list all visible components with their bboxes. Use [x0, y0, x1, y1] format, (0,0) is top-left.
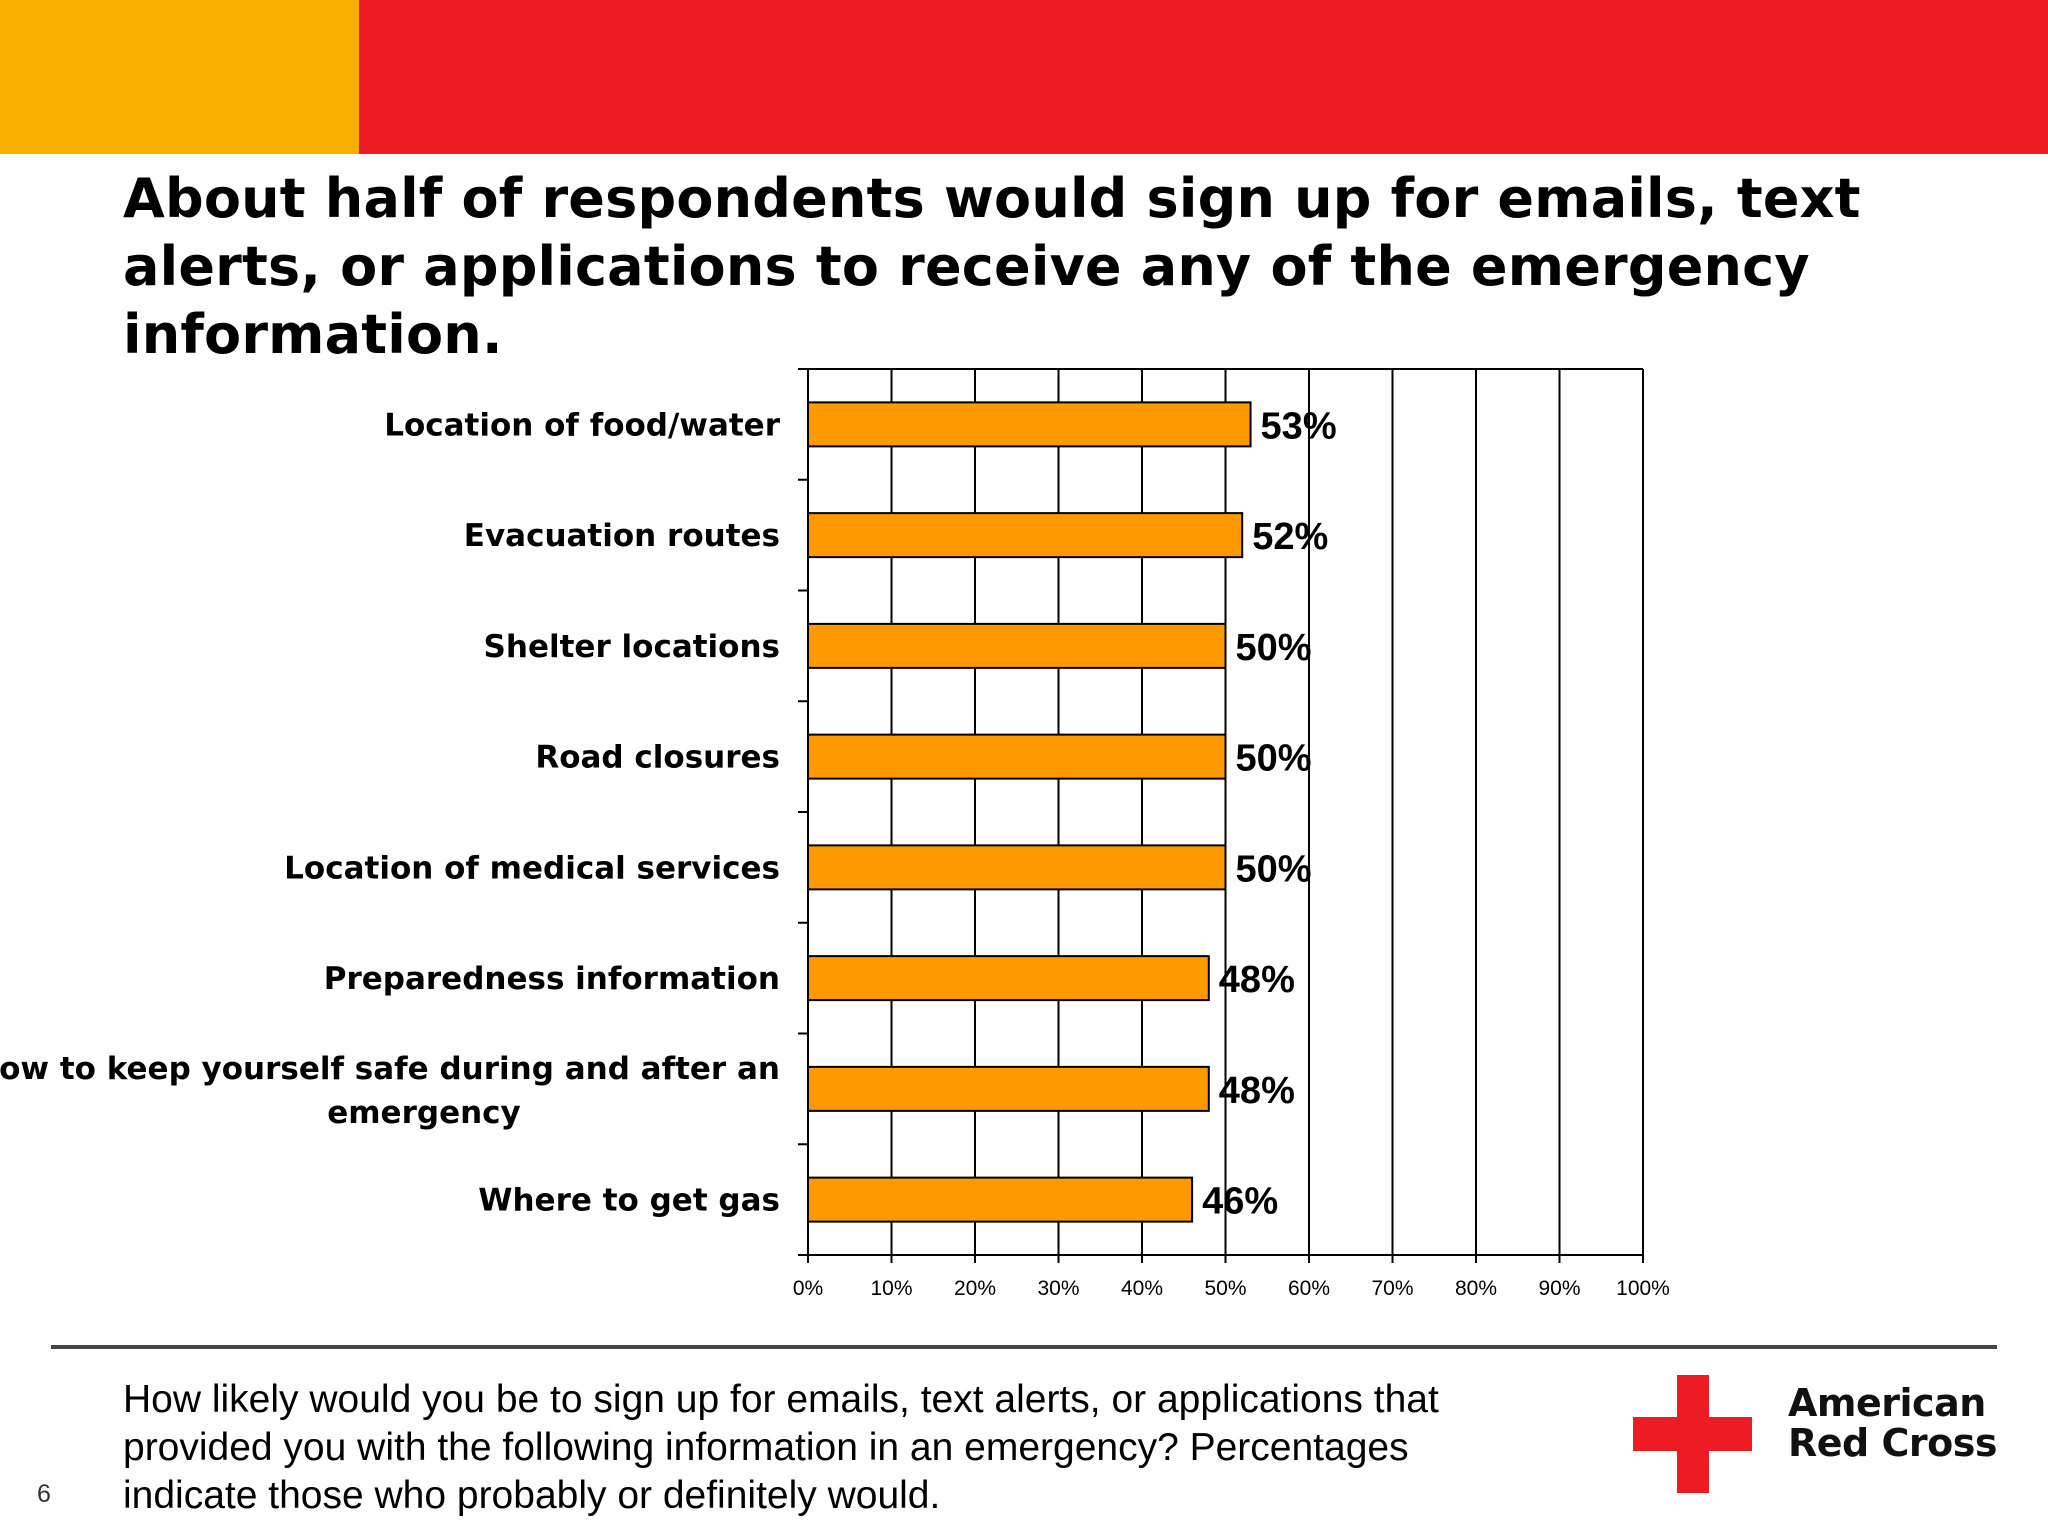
survey-question: How likely would you be to sign up for e… — [123, 1378, 1439, 1517]
x-tick-label: 40% — [1121, 1277, 1163, 1300]
slide-title: About half of respondents would sign up … — [123, 167, 1861, 366]
data-label: 50% — [1236, 627, 1312, 669]
chart-bars — [807, 401, 1252, 1223]
data-label: 53% — [1261, 405, 1337, 447]
category-label: Road closures — [535, 740, 780, 776]
bar — [807, 622, 1227, 669]
category-label: Evacuation routes — [464, 518, 780, 554]
bar — [807, 401, 1252, 448]
x-tick-label: 20% — [954, 1277, 996, 1300]
x-tick-label: 30% — [1037, 1277, 1079, 1300]
category-label: Location of medical services — [284, 850, 780, 886]
x-tick-label: 10% — [870, 1277, 912, 1300]
logo-line-1: American — [1788, 1381, 1986, 1425]
footer-divider — [51, 1345, 1997, 1349]
data-label: 50% — [1236, 848, 1312, 890]
logo-wordmark: American Red Cross — [1788, 1383, 1997, 1463]
bar — [807, 512, 1244, 559]
x-tick-label: 70% — [1371, 1277, 1413, 1300]
chart-labels: 0% 10% 20% 30% 40% 50% 60% 70% 80% 90% 100% 53% Loca… — [0, 405, 1670, 1300]
logo-line-2: Red Cross — [1788, 1421, 1997, 1465]
red-cross-icon-bar — [1633, 1417, 1752, 1451]
x-tick-label: 100% — [1616, 1277, 1670, 1300]
data-label: 50% — [1236, 738, 1312, 780]
category-label-line-2: emergency — [327, 1095, 521, 1131]
header-band-yellow — [0, 0, 359, 154]
chart-gridlines — [808, 368, 1644, 1255]
x-tick-label: 50% — [1204, 1277, 1246, 1300]
american-red-cross-logo: American Red Cross — [1633, 1375, 2013, 1495]
bar — [807, 1065, 1210, 1112]
header-band-red — [359, 0, 2048, 154]
bar — [807, 733, 1227, 780]
bar — [807, 844, 1227, 891]
x-tick-label: 0% — [793, 1277, 823, 1300]
bar — [807, 1176, 1194, 1223]
category-label: Where to get gas — [478, 1183, 780, 1219]
data-label: 48% — [1219, 1070, 1295, 1112]
slide-number: 6 — [37, 1480, 51, 1508]
data-label: 48% — [1219, 959, 1295, 1001]
data-label: 52% — [1252, 516, 1328, 558]
bar-chart: 0% 10% 20% 30% 40% 50% 60% 70% 80% 90% 100% 53% Loca… — [0, 368, 1670, 1300]
category-label: How to keep yourself safe during and aft… — [0, 1051, 780, 1087]
x-tick-label: 90% — [1538, 1277, 1580, 1300]
x-tick-label: 60% — [1288, 1277, 1330, 1300]
category-label: Preparedness information — [324, 961, 780, 997]
category-label: Location of food/water — [384, 407, 781, 443]
x-tick-label: 80% — [1455, 1277, 1497, 1300]
data-label: 46% — [1202, 1181, 1278, 1223]
chart-axes — [798, 368, 1644, 1263]
category-label: Shelter locations — [484, 629, 780, 665]
bar — [807, 955, 1210, 1002]
